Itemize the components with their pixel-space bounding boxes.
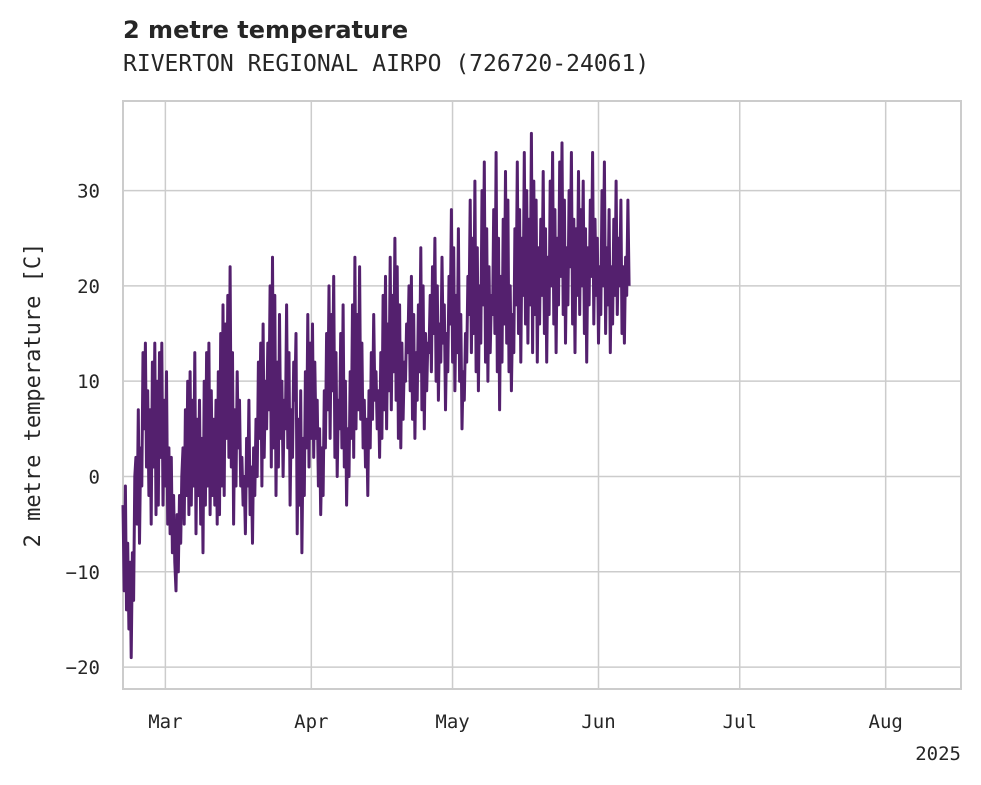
x-tick-label: May (435, 711, 469, 733)
y-tick-label: 0 (89, 466, 100, 488)
y-tick-label: −10 (66, 562, 100, 584)
x-tick-label: Aug (869, 711, 903, 733)
y-tick-label: 20 (77, 276, 100, 298)
y-tick-labels: −20 −10 0 10 20 30 (66, 181, 100, 679)
y-tick-label: 10 (77, 371, 100, 393)
temperature-series-line (121, 131, 631, 660)
series-group (121, 131, 631, 660)
plot-frame (122, 100, 962, 690)
x-offset-label: 2025 (915, 743, 961, 765)
y-tick-label: 30 (77, 181, 100, 203)
chart-title: 2 metre temperature (123, 16, 409, 44)
x-tick-label: Mar (148, 711, 182, 733)
chart-subtitle: RIVERTON REGIONAL AIRPO (726720-24061) (123, 51, 650, 77)
x-tick-label: Jul (723, 711, 757, 733)
x-tick-labels: Mar Apr May Jun Jul Aug (148, 711, 903, 733)
y-tick-label: −20 (66, 657, 100, 679)
x-tick-label: Apr (294, 711, 328, 733)
y-axis-label: 2 metre temperature [C] (21, 243, 46, 548)
x-tick-label: Jun (581, 711, 615, 733)
